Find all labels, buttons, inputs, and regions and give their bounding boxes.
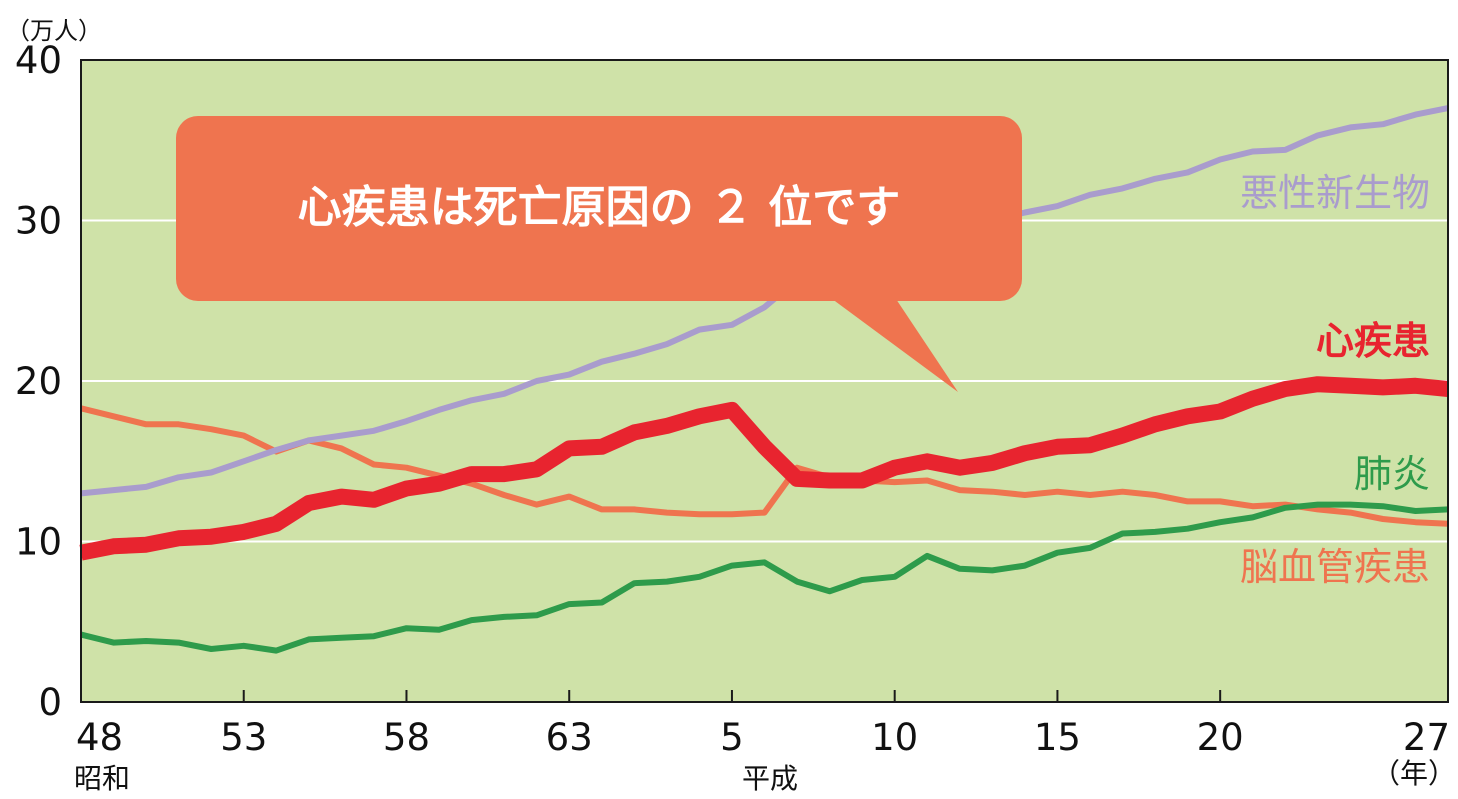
series-label-heart: 心疾患 — [1316, 319, 1430, 363]
callout-bubble: 心疾患は死亡原因の ２ 位です — [176, 116, 1022, 392]
series-labels: 悪性新生物 心疾患 肺炎 脳血管疾患 — [1240, 171, 1430, 589]
x-tick-label: 53 — [220, 716, 267, 759]
x-tick-label: 48 — [76, 716, 123, 759]
callout-tail — [820, 290, 958, 392]
era-label-heisei: 平成 — [742, 762, 798, 795]
series-label-malignant: 悪性新生物 — [1240, 171, 1430, 215]
y-tick-label: 30 — [15, 200, 62, 243]
series-label-cerebrovascular: 脳血管疾患 — [1240, 545, 1430, 589]
x-tick-label: 15 — [1034, 716, 1081, 759]
era-label-showa: 昭和 — [74, 762, 130, 795]
x-tick-label: 63 — [546, 716, 593, 759]
series-line-pneumonia — [80, 501, 1449, 654]
series-line-malignant — [80, 105, 1449, 497]
y-tick-label: 10 — [15, 521, 62, 564]
y-tick-label: 40 — [15, 39, 62, 82]
y-axis-ticks: 0 10 20 30 40 — [15, 39, 62, 724]
plot-frame — [80, 59, 1449, 703]
callout-box — [176, 116, 1022, 301]
x-tick-label: 58 — [383, 716, 430, 759]
x-axis-ticks: 48 53 58 63 5 10 15 20 27 — [76, 690, 1450, 759]
x-tick-label: 20 — [1197, 716, 1244, 759]
x-tick-label: 27 — [1403, 716, 1450, 759]
y-tick-label: 20 — [15, 360, 62, 403]
y-axis-unit: （万人） — [6, 17, 102, 45]
callout-text: 心疾患は死亡原因の ２ 位です — [298, 182, 901, 233]
series-label-pneumonia: 肺炎 — [1354, 452, 1430, 496]
x-axis-unit: （年） — [1372, 757, 1456, 790]
x-tick-label: 5 — [720, 716, 744, 759]
x-tick-label: 10 — [871, 716, 918, 759]
series-line-heart — [79, 376, 1449, 561]
series-lines — [79, 105, 1449, 654]
y-tick-label: 0 — [38, 681, 62, 724]
